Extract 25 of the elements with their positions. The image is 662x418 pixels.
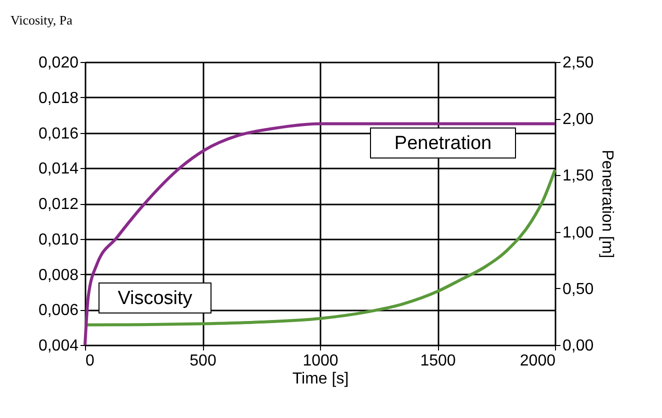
y-tick-label: 0,004: [38, 338, 79, 354]
y2-tick-label: 2,00: [562, 111, 594, 128]
y-tick-label: 0,014: [38, 160, 79, 178]
x-tick-label: 500: [190, 352, 216, 370]
y2-axis-title: Penetration [m]: [598, 150, 616, 258]
y-tick-label: 0,006: [38, 302, 79, 320]
y2-tick-label: 0,00: [562, 338, 594, 354]
series-label: Viscosity: [118, 288, 193, 309]
y-tick-label: 0,018: [38, 90, 79, 107]
series-label: Penetration: [394, 133, 492, 154]
y2-tick-label: 2,50: [562, 54, 594, 72]
y-tick-label: 0,008: [38, 266, 79, 284]
x-tick-label: 1000: [302, 352, 338, 370]
y2-tick-label: 0,50: [562, 280, 594, 298]
y-tick-label: 0,020: [38, 54, 79, 72]
x-tick-label: 1500: [420, 352, 456, 370]
x-tick-label: 0: [86, 352, 94, 370]
x-tick-label: 2000: [520, 352, 556, 370]
y-tick-label: 0,016: [38, 125, 79, 142]
y-axis-title: Vicosity, Pa: [10, 12, 73, 28]
y2-tick-label: 1,50: [562, 168, 594, 185]
y2-tick-label: 1,00: [562, 224, 594, 242]
x-axis-title: Time [s]: [292, 370, 349, 388]
y-tick-label: 0,012: [38, 196, 79, 213]
y-tick-label: 0,010: [38, 231, 79, 248]
